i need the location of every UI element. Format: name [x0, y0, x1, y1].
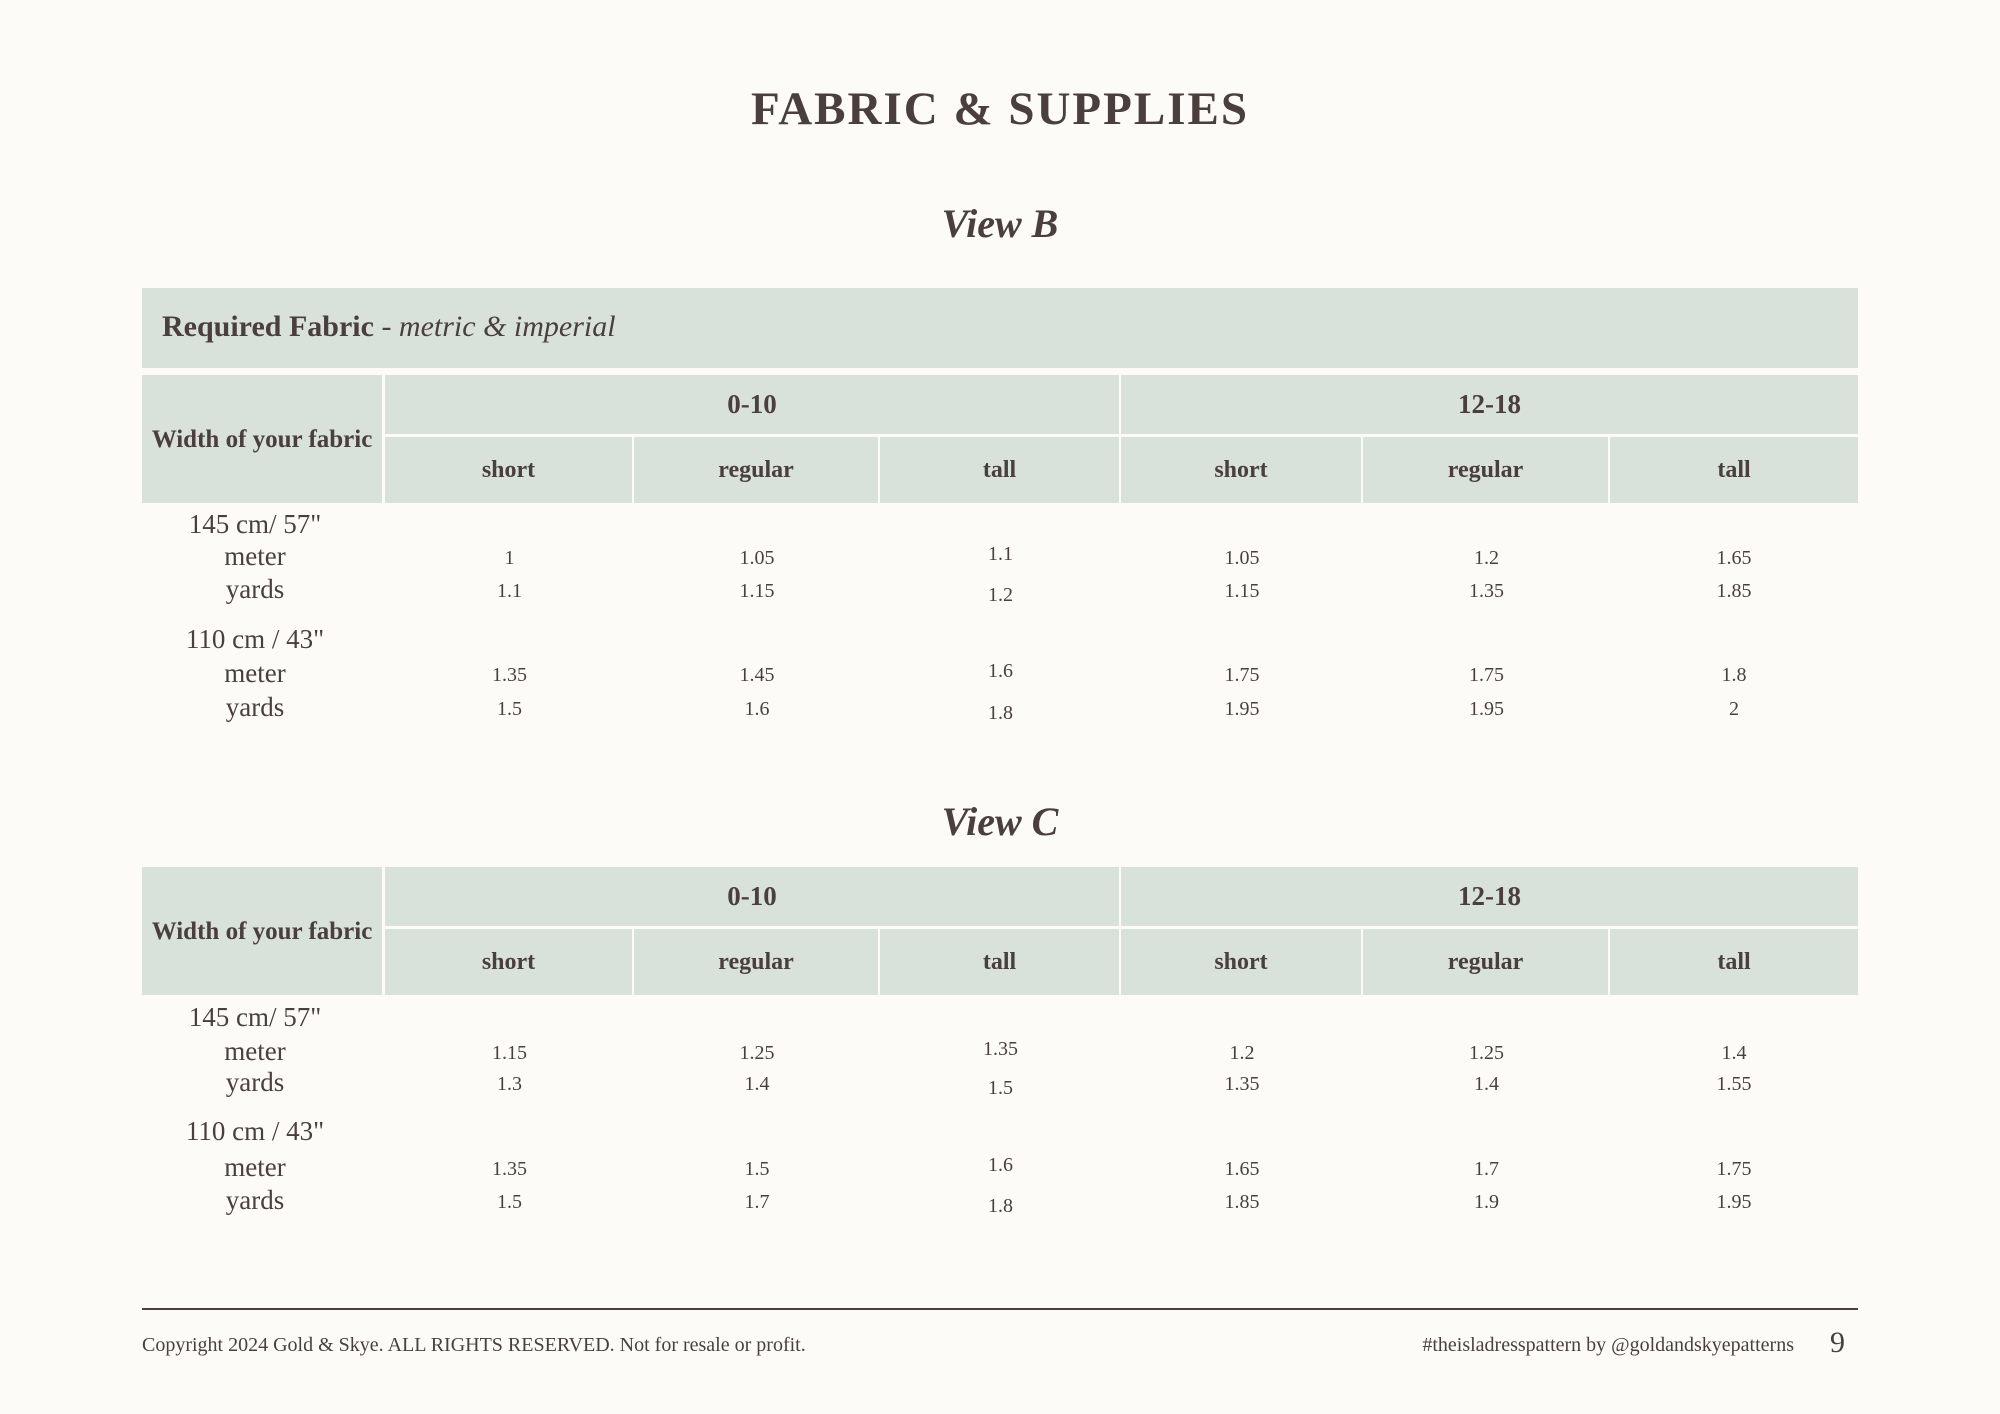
fabric-amount-cell: 1.85	[1716, 580, 1752, 602]
fabric-amount-cell: 1	[504, 547, 515, 569]
row-header: Width of your fabric	[142, 375, 382, 503]
fabric-amount-cell: 1.3	[497, 1073, 522, 1095]
unit-label: meter	[224, 658, 286, 688]
height-header: regular	[634, 929, 878, 995]
fabric-amount-cell: 1.35	[1224, 1073, 1260, 1095]
fabric-amount-cell: 1.5	[497, 1191, 522, 1213]
page-number: 9	[1830, 1326, 1845, 1359]
fabric-amount-cell: 1.8	[988, 1195, 1013, 1217]
unit-label: yards	[225, 574, 285, 604]
fabric-amount-cell: 1.6	[988, 660, 1013, 682]
fabric-amount-cell: 1.15	[739, 580, 775, 602]
fabric-amount-cell: 1.2	[1229, 1042, 1255, 1064]
fabric-amount-cell: 1.7	[1474, 1158, 1499, 1180]
unit-label: yards	[225, 1185, 285, 1215]
required-fabric-suffix: - metric & imperial	[373, 310, 616, 343]
fabric-amount-cell: 1.45	[739, 664, 775, 686]
fabric-amount-cell: 1.35	[1469, 580, 1504, 602]
fabric-amount-cell: 1.1	[497, 580, 522, 602]
fabric-amount-cell: 1.15	[492, 1042, 527, 1064]
height-header: short	[1121, 929, 1361, 995]
copyright-text: Copyright 2024 Gold & Skye. ALL RIGHTS R…	[142, 1334, 806, 1356]
fabric-amount-cell: 1.95	[1224, 698, 1260, 720]
fabric-amount-cell: 1.2	[1474, 547, 1499, 569]
unit-label: yards	[225, 1067, 285, 1097]
fabric-amount-cell: 1.35	[983, 1038, 1018, 1060]
fabric-amount-cell: 1.4	[1721, 1042, 1747, 1064]
fabric-amount-cell: 1.35	[492, 664, 527, 686]
fabric-width-label: 110 cm / 43"	[185, 624, 325, 654]
fabric-amount-cell: 1.05	[739, 547, 775, 569]
unit-label: meter	[224, 541, 286, 571]
height-header: short	[1121, 437, 1361, 503]
fabric-amount-cell: 1.95	[1716, 1191, 1752, 1213]
fabric-width-label: 145 cm/ 57"	[188, 1002, 322, 1032]
fabric-amount-cell: 1.65	[1716, 547, 1752, 569]
fabric-amount-cell: 1.65	[1224, 1158, 1260, 1180]
fabric-amount-cell: 1.5	[988, 1077, 1013, 1099]
required-fabric-label: Required Fabric	[162, 310, 374, 343]
fabric-amount-cell: 1.5	[497, 698, 522, 720]
fabric-amount-cell: 1.25	[1469, 1042, 1504, 1064]
unit-label: yards	[225, 692, 285, 722]
unit-label: meter	[224, 1036, 286, 1066]
size-group-header: 12-18	[1121, 867, 1858, 926]
fabric-amount-cell: 1.05	[1224, 547, 1260, 569]
fabric-amount-cell: 1.8	[1721, 664, 1747, 686]
fabric-amount-cell: 1.7	[744, 1191, 770, 1213]
fabric-amount-cell: 1.75	[1224, 664, 1260, 686]
height-header: regular	[1363, 437, 1608, 503]
fabric-amount-cell: 1.95	[1469, 698, 1504, 720]
required-fabric-banner: Required Fabric - metric & imperial	[142, 288, 1858, 368]
footer-divider	[142, 1308, 1858, 1310]
height-header: short	[385, 437, 632, 503]
row-header-label: Width of your fabric	[151, 917, 373, 945]
size-group-header: 0-10	[385, 867, 1119, 926]
fabric-width-label: 145 cm/ 57"	[188, 509, 322, 539]
fabric-width-label: 110 cm / 43"	[185, 1116, 325, 1146]
view-heading: View B	[941, 201, 1059, 246]
fabric-amount-cell: 1.1	[988, 543, 1013, 565]
page-title: FABRIC & SUPPLIES	[751, 83, 1249, 135]
fabric-amount-cell: 1.9	[1474, 1191, 1499, 1213]
fabric-amount-cell: 1.75	[1469, 664, 1504, 686]
view-heading: View C	[941, 799, 1059, 844]
fabric-amount-cell: 1.25	[739, 1042, 775, 1064]
fabric-amount-cell: 1.8	[988, 702, 1013, 724]
row-header-label: Width of your fabric	[151, 425, 373, 453]
height-header: regular	[634, 437, 878, 503]
hashtag-text: #theisladresspattern by @goldandskyepatt…	[1422, 1334, 1794, 1356]
fabric-amount-cell: 1.2	[988, 584, 1013, 606]
height-header: tall	[880, 929, 1119, 995]
height-header: short	[385, 929, 632, 995]
fabric-amount-cell: 1.15	[1224, 580, 1260, 602]
fabric-amount-cell: 2	[1729, 698, 1739, 720]
fabric-amount-cell: 1.6	[988, 1154, 1013, 1176]
fabric-amount-cell: 1.35	[492, 1158, 527, 1180]
height-header: tall	[1610, 437, 1858, 503]
fabric-amount-cell: 1.6	[744, 698, 770, 720]
row-header: Width of your fabric	[142, 867, 382, 995]
fabric-amount-cell: 1.5	[744, 1158, 770, 1180]
fabric-amount-cell: 1.55	[1716, 1073, 1752, 1095]
fabric-amount-cell: 1.85	[1224, 1191, 1260, 1213]
height-header: tall	[1610, 929, 1858, 995]
unit-label: meter	[224, 1152, 286, 1182]
fabric-amount-cell: 1.4	[744, 1073, 770, 1095]
size-group-header: 0-10	[385, 375, 1119, 434]
height-header: regular	[1363, 929, 1608, 995]
size-group-header: 12-18	[1121, 375, 1858, 434]
fabric-amount-cell: 1.75	[1716, 1158, 1752, 1180]
fabric-amount-cell: 1.4	[1474, 1073, 1499, 1095]
height-header: tall	[880, 437, 1119, 503]
